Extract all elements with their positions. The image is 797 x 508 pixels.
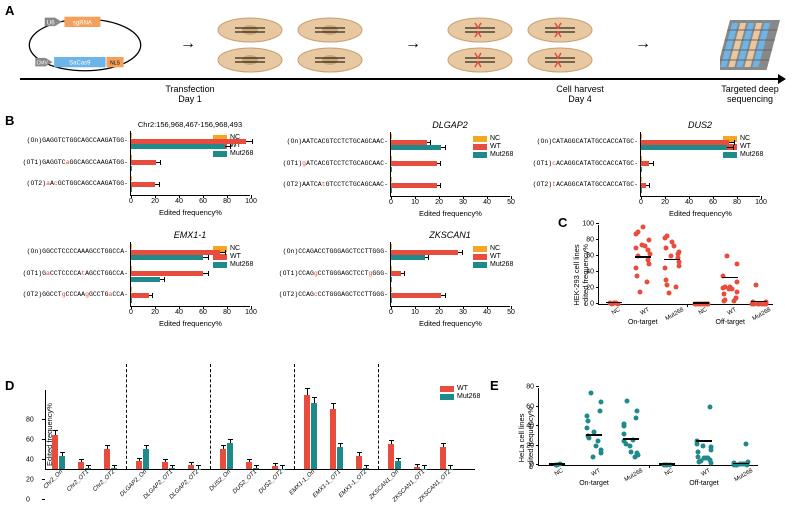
arrow-icon: → (180, 35, 196, 53)
y-axis-label: HeLa cell linesedited frequency% (517, 407, 535, 469)
svg-text:SaCas9: SaCas9 (69, 61, 91, 67)
svg-text:sgRNA: sgRNA (73, 20, 92, 26)
svg-text:CMV: CMV (36, 61, 48, 67)
arrow-icon: → (635, 35, 651, 53)
arrow-icon: → (405, 35, 421, 53)
panel-e-scatter: HeLa cell linesedited frequency% 0204060… (530, 388, 770, 488)
cells-day1 (215, 15, 375, 75)
panel-d-label: D (5, 378, 14, 393)
timeline-arrow (20, 78, 780, 80)
legend: WT Mut268 (440, 385, 480, 401)
panel-e-label: E (490, 378, 499, 393)
panel-a: U6 sgRNA CMV SaCas9 NLS → → → Transfe (10, 10, 780, 105)
panel-c-scatter: HEK-293 cell linesedited frequency% 0204… (590, 225, 780, 325)
svg-text:NLS: NLS (110, 61, 121, 67)
cells-day4 (445, 15, 605, 75)
panel-c-label: C (558, 215, 567, 230)
svg-text:U6: U6 (47, 20, 55, 26)
panel-b-label: B (5, 113, 14, 128)
heatmap-icon (720, 20, 780, 70)
panel-d-chart: Edited frequency% Chr2_OnChr2_OT1Chr2_OT… (20, 390, 470, 500)
plasmid-diagram: U6 sgRNA CMV SaCas9 NLS (20, 15, 150, 75)
